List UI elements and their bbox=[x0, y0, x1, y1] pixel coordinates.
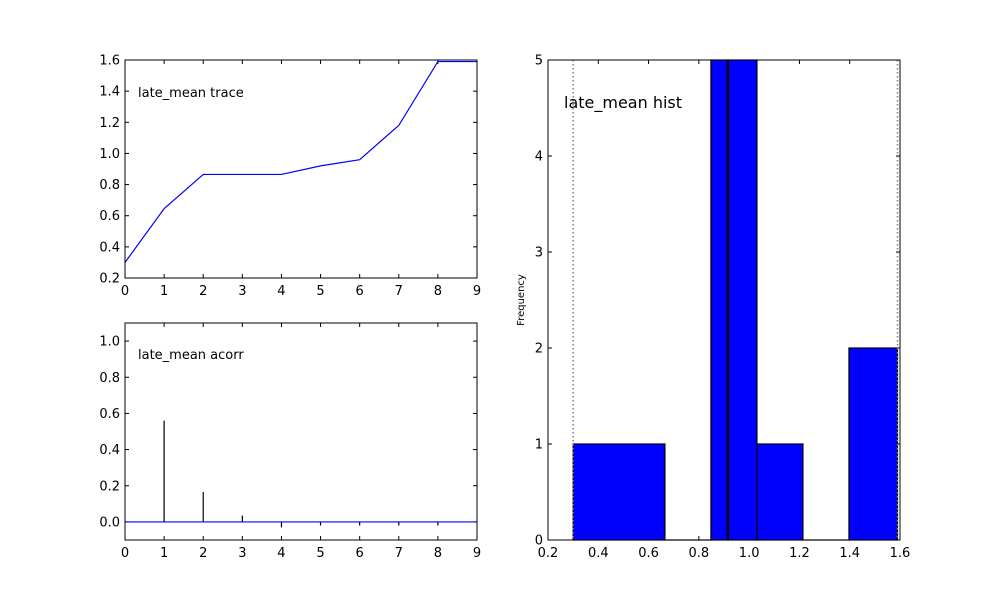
acorr-xtick-label: 4 bbox=[277, 546, 285, 561]
trace-xtick-label: 4 bbox=[277, 284, 285, 299]
hist-xtick-label: 0.4 bbox=[588, 546, 609, 561]
trace-panel: 0 1 2 3 4 5 6 7 8 9 0.2 0.4 0.6 0.8 1.0 1.2 1.4 1.6 late_m… bbox=[99, 54, 481, 300]
trace-xtick-label: 5 bbox=[316, 284, 324, 299]
trace-xtick-label: 7 bbox=[395, 284, 403, 299]
hist-xtick-label: 0.2 bbox=[538, 546, 559, 561]
hist-xtick-label: 0.6 bbox=[638, 546, 659, 561]
trace-ytick-label: 0.2 bbox=[99, 272, 120, 287]
hist-ytick-label: 5 bbox=[535, 54, 543, 69]
acorr-ytick-label: 0.8 bbox=[99, 371, 120, 386]
hist-xtick-label: 1.0 bbox=[739, 546, 760, 561]
hist-ylabel: Frequency bbox=[516, 274, 527, 326]
trace-ytick-label: 1.6 bbox=[99, 54, 120, 69]
trace-ytick-label: 1.4 bbox=[99, 85, 120, 100]
trace-line bbox=[124, 60, 477, 263]
hist-ytick-label: 1 bbox=[535, 438, 543, 453]
hist-panel: 0.2 0.4 0.6 0.8 1.0 1.2 1.4 1.6 0 1 2 3 4 5 late_mean … bbox=[516, 54, 910, 562]
acorr-ytick-label: 0.2 bbox=[99, 479, 120, 494]
acorr-frame bbox=[124, 322, 478, 541]
trace-ytick-label: 1.0 bbox=[99, 147, 120, 162]
acorr-xtick-label: 7 bbox=[395, 546, 403, 561]
trace-ytick-label: 0.8 bbox=[99, 178, 120, 193]
hist-bar bbox=[848, 347, 899, 541]
hist-bar bbox=[756, 443, 804, 541]
trace-frame bbox=[124, 59, 478, 279]
acorr-xtick-label: 6 bbox=[356, 546, 364, 561]
trace-xtick-label: 3 bbox=[238, 284, 246, 299]
acorr-xtick-label: 1 bbox=[160, 546, 168, 561]
acorr-ytick-label: 1.0 bbox=[99, 335, 120, 350]
acorr-xtick-label: 0 bbox=[121, 546, 129, 561]
trace-xtick-label: 2 bbox=[199, 284, 207, 299]
acorr-xtick-label: 9 bbox=[473, 546, 481, 561]
acorr-xtick-label: 5 bbox=[316, 546, 324, 561]
trace-plot-area bbox=[125, 60, 477, 278]
trace-xtick-label: 6 bbox=[356, 284, 364, 299]
acorr-title: late_mean acorr bbox=[138, 348, 244, 363]
hist-xtick-label: 0.8 bbox=[689, 546, 710, 561]
trace-title: late_mean trace bbox=[138, 86, 244, 101]
hist-bar bbox=[572, 443, 666, 541]
hist-ytick-label: 0 bbox=[535, 534, 543, 549]
hist-xtick-label: 1.4 bbox=[839, 546, 860, 561]
hist-xtick-label: 1.6 bbox=[890, 546, 911, 561]
acorr-xtick-label: 3 bbox=[238, 546, 246, 561]
hist-bar bbox=[710, 59, 758, 541]
acorr-ytick-label: 0.4 bbox=[99, 443, 120, 458]
trace-ytick-label: 0.6 bbox=[99, 209, 120, 224]
hist-ytick-label: 2 bbox=[535, 342, 543, 357]
acorr-plot-area bbox=[125, 323, 477, 540]
hist-ytick-label: 4 bbox=[535, 150, 543, 165]
hist-xtick-label: 1.2 bbox=[789, 546, 810, 561]
acorr-ytick-label: 0.0 bbox=[99, 515, 120, 530]
acorr-xtick-label: 2 bbox=[199, 546, 207, 561]
trace-xtick-label: 0 bbox=[121, 284, 129, 299]
acorr-ytick-label: 0.6 bbox=[99, 407, 120, 422]
hist-title: late_mean hist bbox=[564, 93, 682, 113]
acorr-panel: 0 1 2 3 4 5 6 7 8 9 0.0 0.2 0.4 0.6 0.8 1.0 late_mean ac… bbox=[99, 322, 481, 561]
trace-ytick-label: 0.4 bbox=[99, 240, 120, 255]
trace-xtick-label: 9 bbox=[473, 284, 481, 299]
trace-xtick-label: 1 bbox=[160, 284, 168, 299]
acorr-xtick-label: 8 bbox=[434, 546, 442, 561]
hist-frame bbox=[547, 59, 901, 541]
hist-ytick-label: 3 bbox=[535, 246, 543, 261]
trace-ytick-label: 1.2 bbox=[99, 116, 120, 131]
trace-xtick-label: 8 bbox=[434, 284, 442, 299]
